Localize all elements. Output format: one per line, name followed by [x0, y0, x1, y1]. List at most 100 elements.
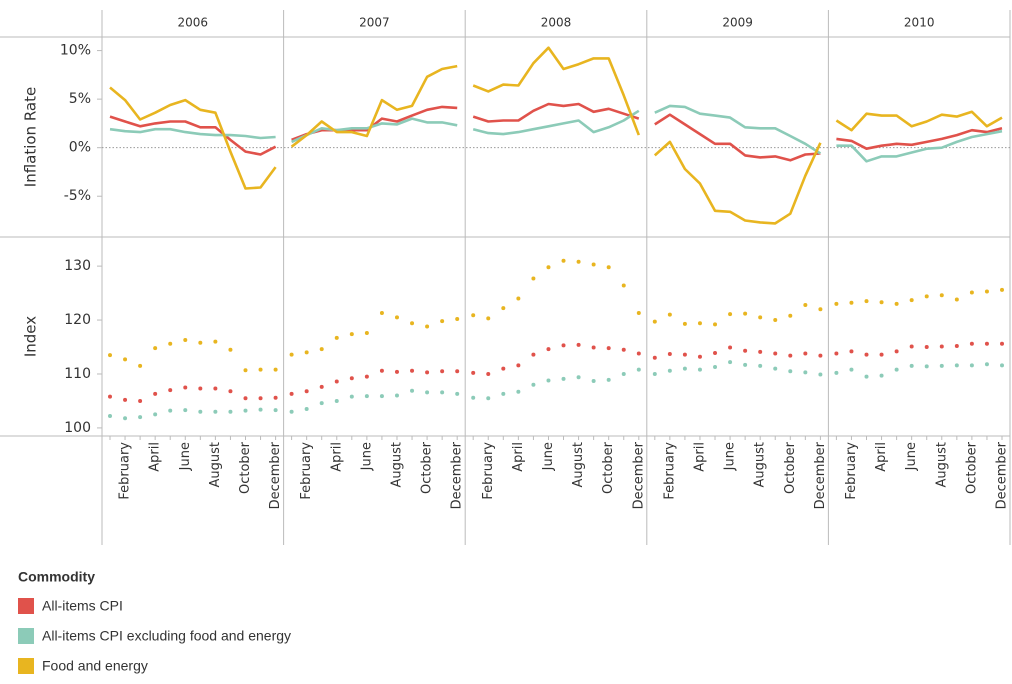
index-dot: [394, 369, 399, 374]
index-dot: [546, 378, 551, 383]
x-tick-label: October: [420, 441, 435, 494]
x-tick-label: April: [148, 442, 163, 472]
legend-swatch: [18, 628, 34, 644]
index-dot: [652, 355, 657, 360]
y-tick-label: 130: [64, 258, 91, 274]
index-dot: [379, 311, 384, 316]
x-tick-label: October: [783, 441, 798, 494]
y-axis-title: Inflation Rate: [22, 87, 40, 187]
legend-label: All-items CPI excluding food and energy: [42, 628, 291, 644]
index-dot: [879, 352, 884, 357]
index-dot: [954, 363, 959, 368]
x-tick-label: February: [299, 442, 314, 500]
index-dot: [138, 415, 143, 420]
index-dot: [486, 316, 491, 321]
index-dot: [198, 386, 203, 391]
index-dot: [243, 368, 248, 373]
index-dot: [909, 363, 914, 368]
index-dot: [984, 341, 989, 346]
x-tick-label: October: [238, 441, 253, 494]
x-tick-label: April: [692, 442, 707, 472]
index-dot: [954, 343, 959, 348]
index-dot: [471, 313, 476, 318]
series-line: [109, 127, 276, 140]
series-line: [835, 110, 1003, 132]
x-tick-label: August: [753, 442, 768, 488]
x-tick-label: June: [178, 442, 193, 471]
x-tick-label: August: [934, 442, 949, 488]
index-dot: [591, 262, 596, 267]
index-dot: [606, 346, 611, 351]
index-dot: [758, 315, 763, 320]
index-dot: [954, 297, 959, 302]
index-dot: [364, 374, 369, 379]
index-dot: [440, 369, 445, 374]
index-dot: [667, 312, 672, 317]
index-dot: [516, 389, 521, 394]
index-dot: [486, 396, 491, 401]
index-dot: [455, 391, 460, 396]
index-dot: [636, 367, 641, 372]
index-dot: [183, 338, 188, 343]
x-tick-label: August: [208, 442, 223, 488]
legend-label: All-items CPI: [42, 598, 123, 614]
index-dot: [228, 347, 233, 352]
index-dot: [153, 346, 158, 351]
index-dot: [410, 321, 415, 326]
x-tick-label: December: [995, 441, 1010, 509]
index-dot: [879, 300, 884, 305]
index-dot: [168, 408, 173, 413]
index-dot: [304, 350, 309, 355]
legend-title: Commodity: [18, 569, 95, 585]
index-dot: [773, 366, 778, 371]
index-dot: [864, 299, 869, 304]
index-dot: [183, 408, 188, 413]
index-dot: [834, 351, 839, 356]
index-dot: [531, 352, 536, 357]
series-line: [653, 140, 822, 225]
index-dot: [969, 363, 974, 368]
index-dot: [258, 396, 263, 401]
index-dot: [516, 363, 521, 368]
index-dot: [304, 407, 309, 412]
index-dot: [879, 373, 884, 378]
index-dot: [516, 296, 521, 301]
series-line: [654, 104, 822, 155]
y-tick-label: -5%: [64, 188, 91, 204]
index-dot: [394, 315, 399, 320]
index-dot: [501, 366, 506, 371]
index-dot: [138, 363, 143, 368]
series-line: [109, 115, 277, 156]
index-dot: [984, 362, 989, 367]
index-dot: [198, 409, 203, 414]
x-tick-label: February: [662, 442, 677, 500]
index-dot: [410, 368, 415, 373]
index-dot: [561, 376, 566, 381]
index-dot: [319, 401, 324, 406]
index-dot: [924, 345, 929, 350]
x-tick-label: June: [723, 442, 738, 471]
index-dot: [939, 363, 944, 368]
index-dot: [531, 382, 536, 387]
index-dot: [440, 319, 445, 324]
index-dot: [501, 306, 506, 311]
index-dot: [349, 394, 354, 399]
index-dot: [183, 385, 188, 390]
index-dot: [636, 311, 641, 316]
index-dot: [410, 388, 415, 393]
index-dot: [743, 362, 748, 367]
index-dot: [728, 312, 733, 317]
x-tick-label: December: [450, 441, 465, 509]
index-dot: [425, 324, 430, 329]
facet-label: 2010: [904, 16, 935, 30]
index-dot: [788, 353, 793, 358]
y-tick-label: 110: [64, 366, 91, 382]
index-dot: [909, 344, 914, 349]
x-tick-label: April: [511, 442, 526, 472]
y-tick-label: 0%: [69, 140, 91, 156]
series-line: [654, 113, 821, 162]
index-dot: [984, 289, 989, 294]
series-line: [290, 64, 458, 148]
index-dot: [682, 321, 687, 326]
